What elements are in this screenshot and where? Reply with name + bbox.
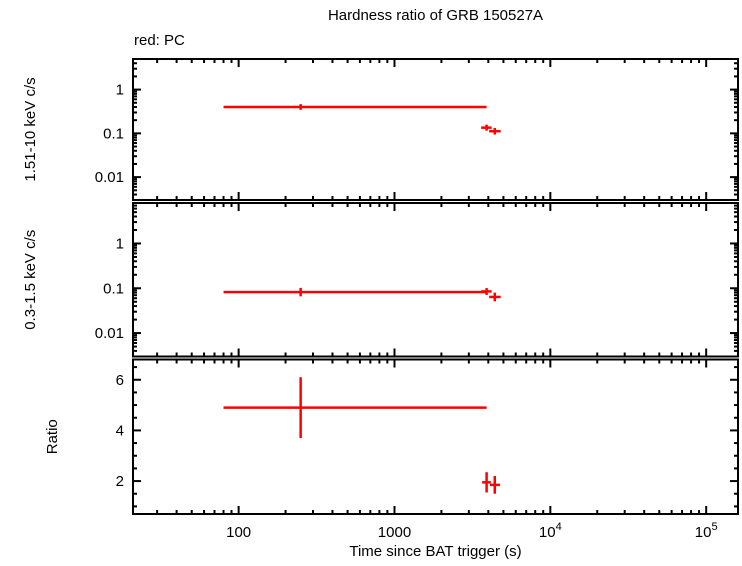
tick-marks (133, 359, 738, 514)
data-point (481, 124, 492, 131)
data-point (482, 472, 491, 493)
y-tick-label: 0.1 (103, 280, 124, 297)
legend-pc-label: red: PC (134, 32, 185, 49)
x-tick-label: 1000 (378, 524, 411, 541)
data-point (223, 104, 487, 110)
data-point (223, 287, 487, 297)
tick-marks (133, 203, 738, 357)
chart-title: Hardness ratio of GRB 150527A (327, 7, 544, 24)
y-tick-label: 1 (116, 235, 124, 252)
panel-frame (132, 202, 739, 358)
y-tick-label: 4 (116, 422, 124, 439)
y-tick-label: 0.1 (103, 125, 124, 142)
y-tick-label: 0.01 (95, 169, 124, 186)
data-point (489, 292, 501, 302)
y-tick-label: 0.01 (95, 325, 124, 342)
x-axis-title: Time since BAT trigger (s) (349, 543, 522, 560)
panel-frame (132, 58, 739, 201)
data-point (481, 288, 492, 295)
data-point (489, 127, 501, 135)
y-axis-label: Ratio (44, 419, 61, 454)
y-tick-label: 6 (116, 372, 124, 389)
y-axis-label: 0.3-1.5 keV c/s (22, 230, 39, 330)
tick-marks (133, 59, 738, 200)
data-point (223, 377, 487, 439)
x-tick-label: 104 (539, 521, 562, 541)
y-axis-label: 1.51-10 keV c/s (22, 77, 39, 181)
panel-frame (132, 358, 739, 515)
panel-hardness-ratio: 2 4 6 Ratio (44, 358, 739, 515)
data-point (489, 476, 500, 494)
panel-hard-band-count-rate: 1 0.1 0.01 1.51-10 keV c/s (22, 58, 739, 201)
x-tick-label: 100 (226, 524, 251, 541)
y-tick-label: 2 (116, 473, 124, 490)
y-tick-label: 1 (116, 82, 124, 99)
x-tick-labels: 100 1000 104 105 (226, 521, 717, 541)
panel-soft-band-count-rate: 1 0.1 0.01 0.3-1.5 keV c/s (22, 202, 739, 358)
x-tick-label: 105 (695, 521, 718, 541)
